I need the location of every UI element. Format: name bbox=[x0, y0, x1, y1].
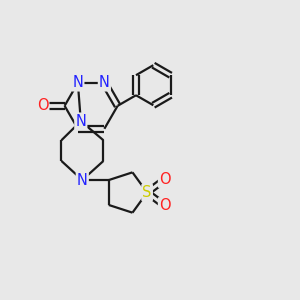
Text: O: O bbox=[37, 98, 48, 113]
Text: N: N bbox=[99, 75, 110, 90]
Text: S: S bbox=[142, 185, 152, 200]
Text: O: O bbox=[159, 198, 171, 213]
Text: N: N bbox=[77, 172, 88, 188]
Text: O: O bbox=[159, 172, 171, 187]
Text: N: N bbox=[72, 75, 83, 90]
Text: N: N bbox=[75, 114, 86, 129]
